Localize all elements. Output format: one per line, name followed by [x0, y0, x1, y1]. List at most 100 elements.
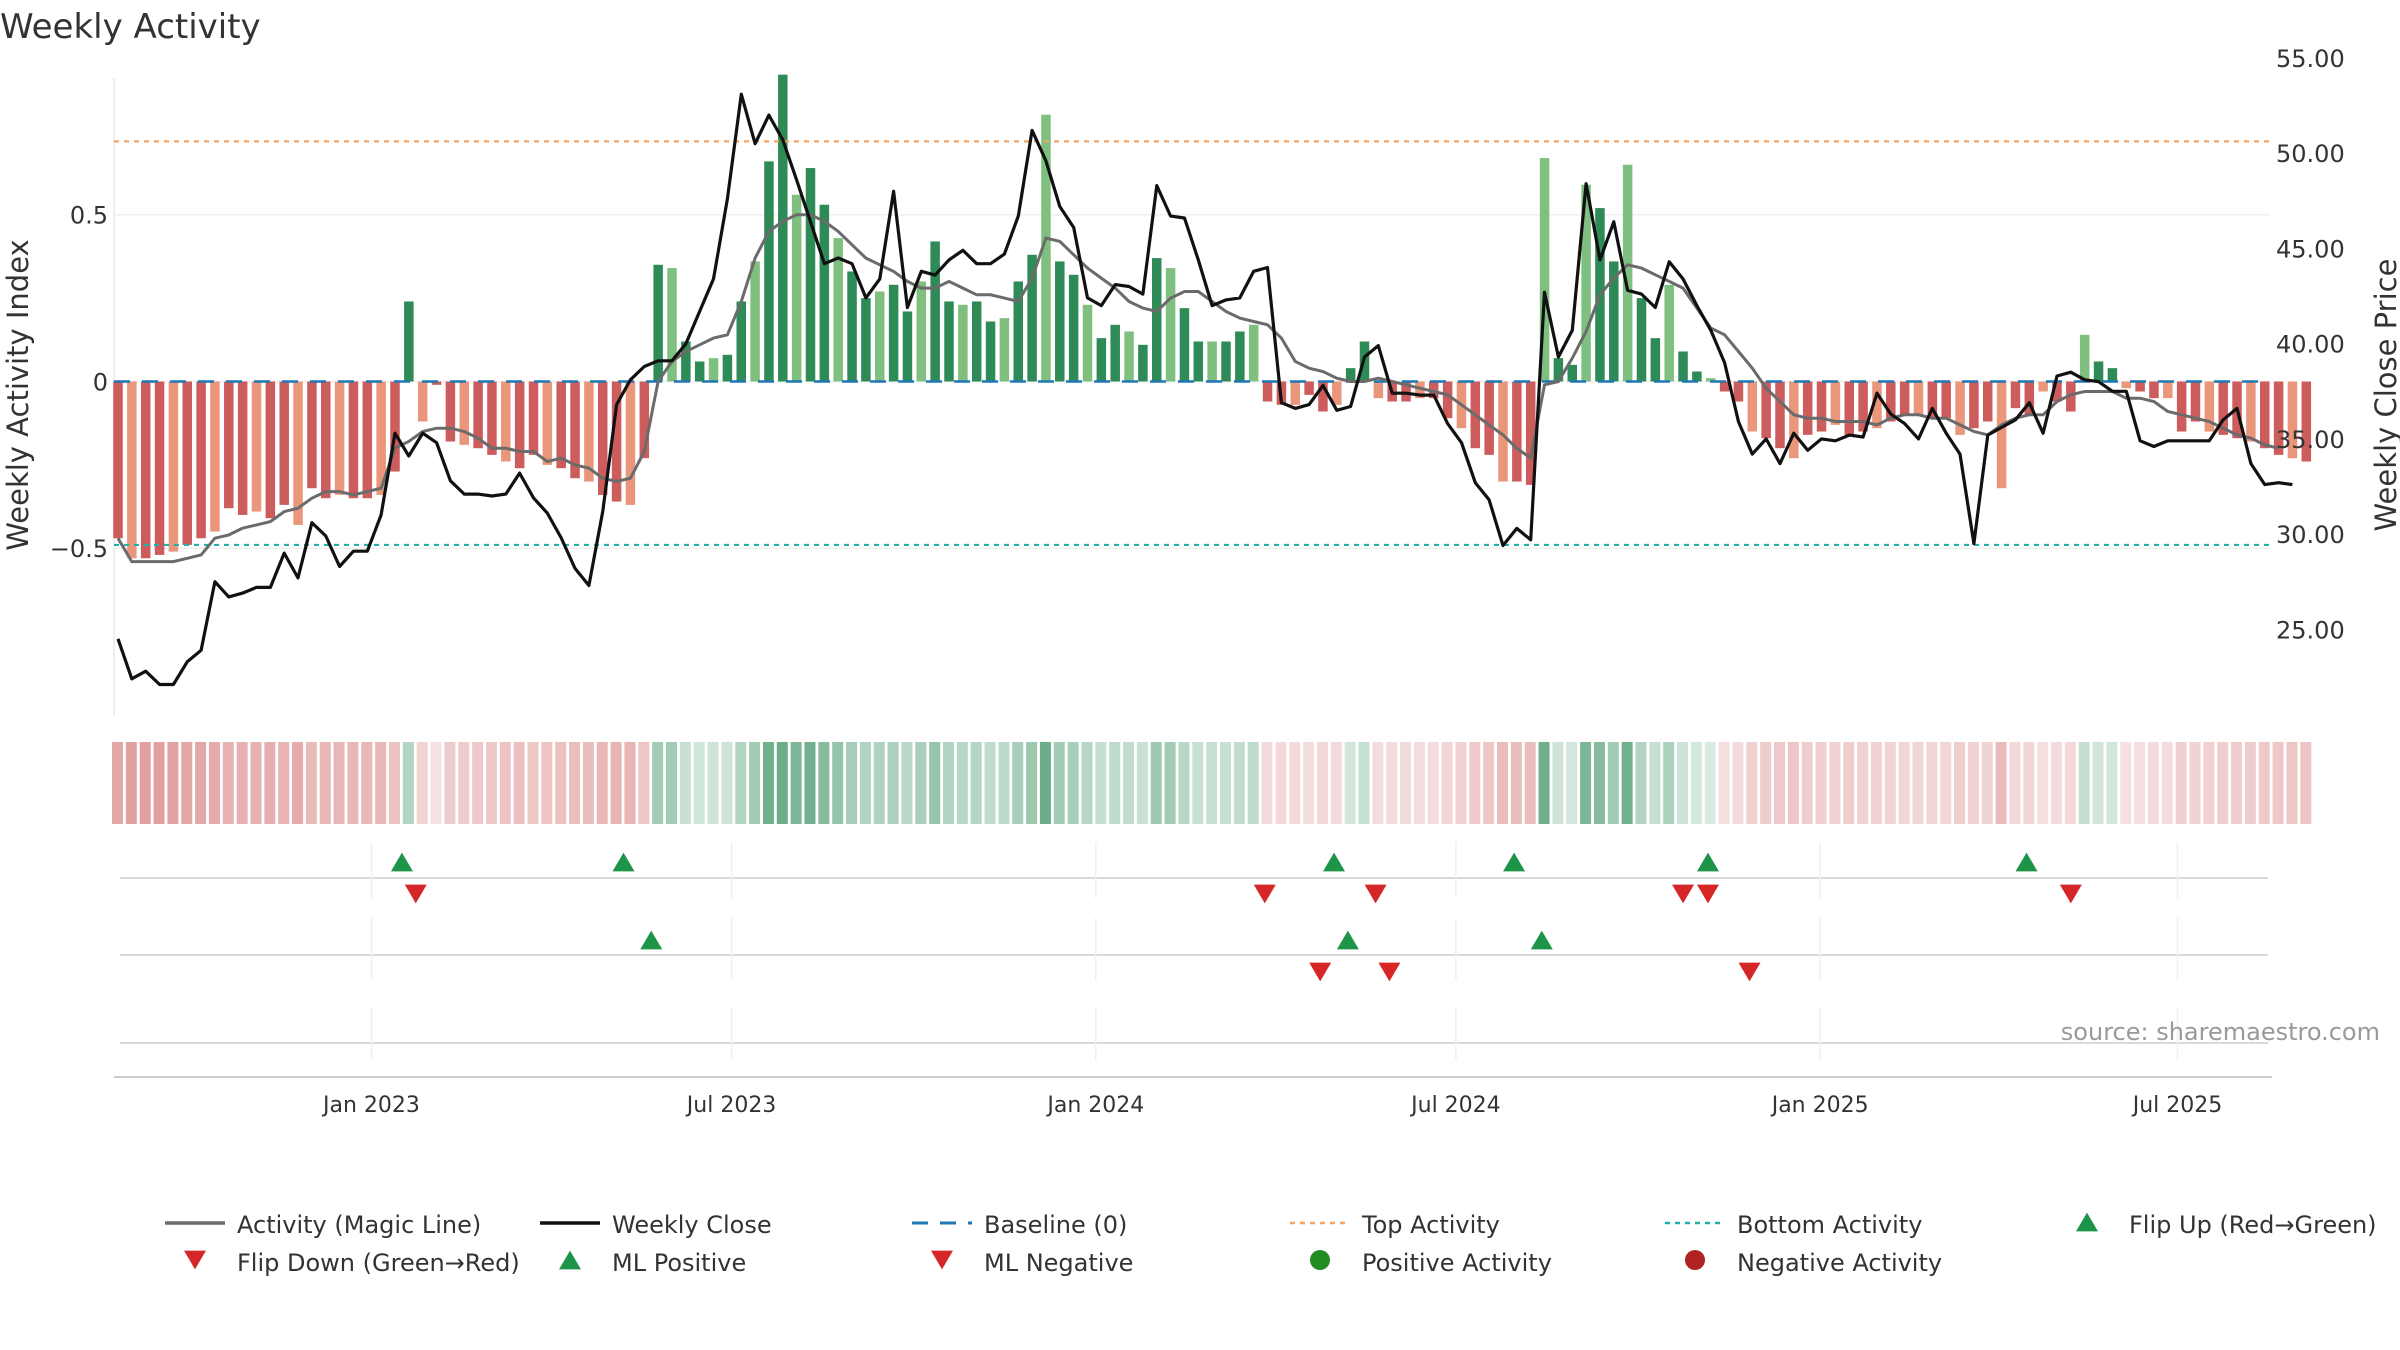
activity-bar [1110, 324, 1120, 382]
heat-strip-cell [638, 742, 650, 824]
heat-strip-cell [195, 742, 207, 824]
heat-strip-cell [485, 742, 497, 824]
y-tick-label-left: 0.5 [70, 202, 108, 230]
heat-strip-cell [222, 742, 234, 824]
activity-bar [459, 381, 469, 445]
activity-bar [1082, 304, 1093, 382]
heat-strip-cell [735, 742, 747, 824]
activity-bar [1539, 158, 1550, 382]
heat-strip-cell [264, 742, 276, 824]
heat-strip-cell [555, 742, 567, 824]
heat-strip-cell [956, 742, 968, 824]
legend-swatch-triangle-down [184, 1250, 206, 1270]
heat-strip-cell [389, 742, 400, 824]
heat-strip-cell [1455, 742, 1467, 824]
heat-strip-cell [1746, 742, 1758, 824]
activity-bar [514, 381, 525, 469]
y-tick-label-right: 40.00 [2276, 331, 2345, 359]
activity-bar [1096, 338, 1107, 382]
heat-strip-cell [2203, 742, 2215, 824]
activity-bar [791, 194, 802, 382]
heat-strip-cell [582, 742, 594, 824]
heat-strip-cell [915, 742, 927, 824]
activity-bar [1899, 381, 1910, 415]
legend-label: Flip Down (Green→Red) [237, 1249, 520, 1277]
heat-strip-cell [2217, 742, 2229, 824]
activity-bar [1290, 381, 1300, 405]
activity-bar [307, 381, 317, 489]
heat-strip-cell [776, 742, 788, 824]
activity-bar [1858, 381, 1868, 432]
heat-strip-cell [1524, 742, 1536, 824]
heat-strip-cell [1635, 742, 1647, 824]
activity-bar [321, 381, 331, 499]
activity-bar [1622, 164, 1633, 382]
x-tick-label: Jul 2025 [2131, 1093, 2223, 1118]
heat-strip-cell [901, 742, 913, 824]
activity-bar [847, 271, 857, 382]
heat-strip-cell [569, 742, 581, 824]
activity-bar [1401, 381, 1411, 402]
heat-strip-cell [236, 742, 248, 824]
heat-strip-cell [430, 742, 442, 824]
activity-bar [1484, 381, 1494, 455]
activity-bar [127, 381, 137, 559]
heat-strip-cell [153, 742, 165, 824]
activity-bar [293, 381, 303, 525]
ml-positive-marker [640, 930, 663, 950]
activity-bar [1027, 254, 1037, 382]
heat-strip-cell [527, 742, 539, 824]
heat-strip-cell [2092, 742, 2104, 824]
heat-strip-cell [1372, 742, 1384, 824]
activity-bar [584, 381, 594, 482]
activity-heat-strip [112, 742, 2312, 824]
activity-bar [473, 381, 483, 449]
y-tick-label-right: 35.00 [2276, 426, 2345, 454]
heat-strip-cell [2023, 742, 2035, 824]
activity-bar [1152, 258, 1162, 382]
activity-bar [1761, 381, 1771, 439]
heat-strip-cell [693, 742, 705, 824]
heat-strip-cell [1330, 742, 1342, 824]
activity-bar [501, 381, 511, 462]
heat-strip-cell [361, 742, 373, 824]
activity-bar [598, 381, 608, 495]
activity-bar [1886, 381, 1896, 422]
activity-bar [1927, 381, 1938, 419]
heat-strip-cell [112, 742, 123, 824]
y-tick-label-left: −0.5 [50, 535, 108, 563]
heat-strip-cell [458, 742, 470, 824]
legend-swatch-triangle-down [931, 1250, 953, 1270]
activity-bar [2190, 381, 2201, 422]
activity-bar [113, 381, 123, 539]
activity-bar [1498, 381, 1508, 482]
activity-bar [1636, 298, 1647, 382]
heat-strip-cell [1164, 742, 1176, 824]
activity-bar [542, 381, 553, 465]
activity-bar [722, 354, 733, 382]
heat-strip-cell [2286, 742, 2298, 824]
heat-strip-cell [1857, 742, 1869, 824]
heat-strip-cell [1607, 742, 1619, 824]
activity-bar [404, 301, 414, 382]
activity-bar [958, 304, 968, 382]
activity-bar [1913, 381, 1924, 415]
ml-positive-marker [1336, 930, 1359, 950]
activity-bar [2287, 381, 2298, 459]
activity-bar [390, 381, 400, 472]
heat-strip-cell [1026, 742, 1038, 824]
heat-strip-cell [416, 742, 428, 824]
x-tick-label: Jul 2024 [1409, 1093, 1501, 1118]
flip-up-marker [612, 852, 635, 872]
activity-bar [778, 74, 788, 382]
activity-bar [251, 381, 262, 512]
activity-bar [334, 381, 345, 495]
activity-bar [2218, 381, 2228, 435]
activity-bar [1373, 381, 1384, 399]
heat-strip-cell [749, 742, 761, 824]
activity-bar [1262, 381, 1273, 402]
heat-strip-cell [2189, 742, 2201, 824]
heat-strip-cell [1552, 742, 1564, 824]
legend: Activity (Magic Line) Weekly Close Baselin… [165, 1211, 2377, 1277]
heat-strip-cell [1538, 742, 1550, 824]
